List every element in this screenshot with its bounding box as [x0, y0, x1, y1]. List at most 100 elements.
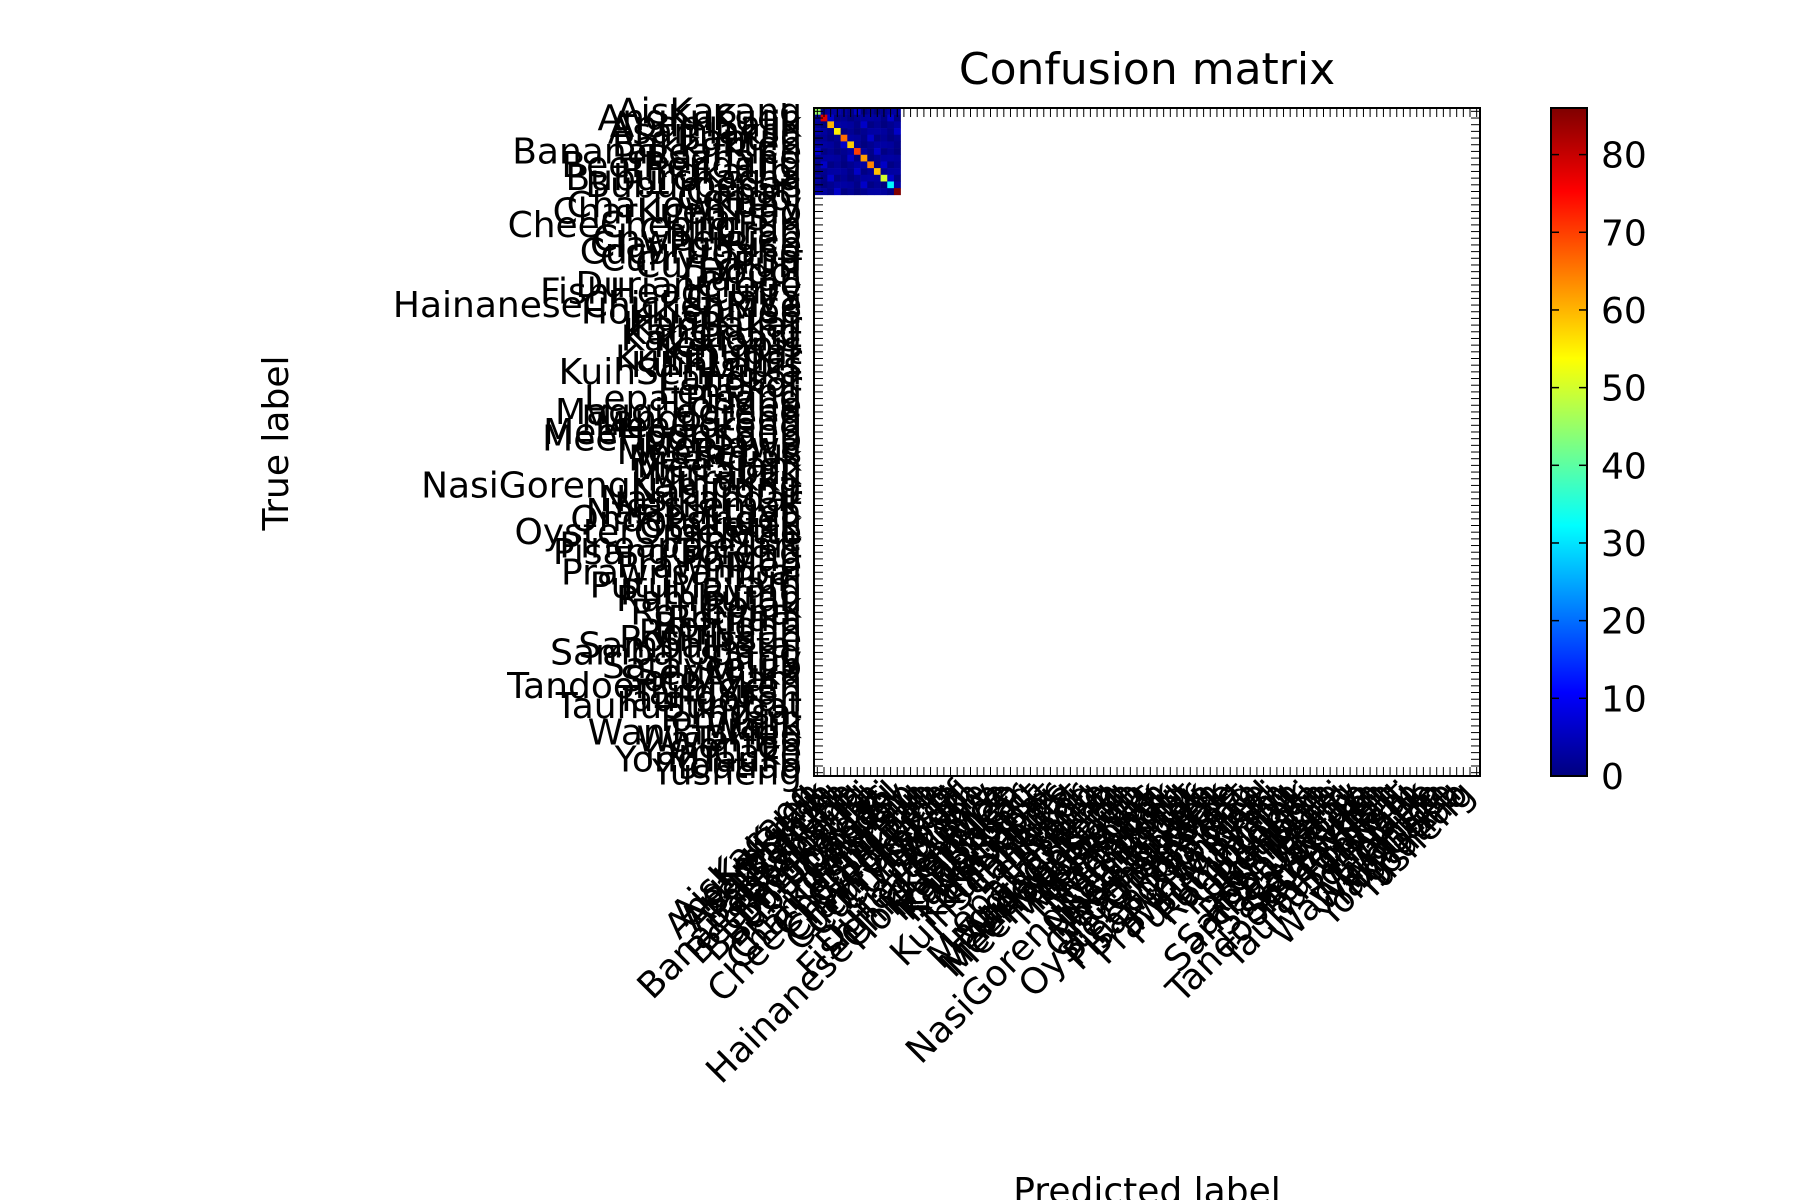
- heatmap-cell: [833, 174, 841, 182]
- y-tick-label: MeeRebus: [617, 432, 802, 473]
- heatmap-cell: [880, 154, 888, 162]
- y-tick-label: SotoAyam: [620, 659, 802, 700]
- heatmap-cell: [880, 128, 888, 136]
- colorbar-tick-label: 10: [1601, 679, 1647, 720]
- y-tick-label: Buburpedas: [585, 165, 802, 206]
- heatmap-cell: [820, 161, 828, 169]
- heatmap-cell: [893, 128, 901, 136]
- heatmap-cell: [820, 121, 828, 129]
- heatmap-cell: [840, 168, 848, 176]
- y-tick-label: BingkaUbi: [620, 151, 802, 192]
- y-tick-label: CurryPuff: [635, 245, 803, 286]
- y-tick-label: TandooriChicken: [506, 666, 802, 707]
- heatmap-cell: [860, 154, 868, 162]
- heatmap-cell: [827, 154, 835, 162]
- heatmap-cell: [840, 148, 848, 156]
- heatmap-cell: [873, 114, 881, 122]
- heatmap-cell: [847, 121, 855, 129]
- y-tick-label: MeeHoonKueh: [543, 412, 802, 453]
- heatmap-cell: [833, 148, 841, 156]
- heatmap-cell: [833, 188, 841, 196]
- heatmap-cell: [833, 154, 841, 162]
- y-tick-label: MeeGoreng: [595, 405, 802, 446]
- y-tick-label: SeriMuka: [636, 652, 802, 693]
- y-tick-label: Bazhang: [646, 138, 802, 179]
- heatmap-cell: [860, 121, 868, 129]
- y-tick-label: Otakotak: [639, 506, 802, 547]
- heatmap-cell: [853, 154, 861, 162]
- heatmap-cell: [827, 134, 835, 142]
- heatmap-cell: [853, 141, 861, 149]
- y-tick-label: Yusheng: [651, 753, 802, 794]
- heatmap-cell: [827, 121, 835, 129]
- heatmap-cell: [887, 181, 895, 189]
- y-tick-label: PineappleTart: [559, 526, 802, 567]
- heatmap-cell: [827, 128, 835, 136]
- y-tick-label: Thosai: [683, 693, 802, 734]
- heatmap-cell: [853, 134, 861, 142]
- heatmap-cell: [867, 114, 875, 122]
- heatmap-cell: [847, 174, 855, 182]
- heatmap-cell: [827, 168, 835, 176]
- heatmap-cell: [847, 141, 855, 149]
- y-tick-label: PutuMayam: [590, 566, 802, 607]
- y-tick-label: Dodol: [697, 252, 802, 293]
- y-tick-label: Guava: [686, 278, 802, 319]
- heatmap-cell: [840, 188, 848, 196]
- heatmap-cell: [847, 188, 855, 196]
- heatmap-cell: [893, 168, 901, 176]
- y-tick-label: CheeCheongFun: [508, 205, 802, 246]
- axis-ticks: [814, 108, 1480, 776]
- heatmap-cell: [880, 181, 888, 189]
- heatmap-cell: [833, 168, 841, 176]
- y-tick-label: Durian: [682, 258, 802, 299]
- heatmap-cell: [820, 174, 828, 182]
- heatmap-cell: [840, 141, 848, 149]
- heatmap-cell: [887, 121, 895, 129]
- heatmap-cell: [867, 168, 875, 176]
- y-tick-label: WanTanMee: [588, 713, 802, 754]
- y-tick-label: Bakkukteh: [612, 125, 802, 166]
- colorbar-ticks: 0 10 20 30 40 50 60 70 80: [1551, 136, 1647, 798]
- y-tick-label: Buburchacha: [565, 158, 802, 199]
- y-tick-label: NasiGorengKampung: [421, 465, 802, 506]
- heatmap-cell: [893, 181, 901, 189]
- y-tick-label: RotiTissue: [619, 619, 802, 660]
- y-tick-label: Murtabak: [631, 452, 802, 493]
- x-tick-labels: AisKacangAngKuKuehApamBalikAsamlaksaBahu…: [630, 773, 1483, 1092]
- heatmap-cell: [833, 141, 841, 149]
- y-tick-label: Ketupat: [662, 332, 802, 373]
- heatmap-cell: [820, 141, 828, 149]
- heatmap-cell: [860, 141, 868, 149]
- heatmap-cell: [880, 188, 888, 196]
- y-tick-label: HokkienMee: [581, 292, 802, 333]
- y-tick-label: MeeRojak: [628, 439, 802, 480]
- heatmap-cell: [893, 134, 901, 142]
- y-tick-label: Ondehondeh: [570, 499, 802, 540]
- heatmap-cell: [880, 148, 888, 156]
- y-tick-label: ClayPotRice: [590, 225, 802, 266]
- heatmap-cell: [833, 128, 841, 136]
- heatmap-cell: [887, 134, 895, 142]
- y-tick-label: Prawnsambal: [561, 552, 802, 593]
- colorbar-tick-label: 50: [1601, 369, 1647, 410]
- y-tick-label: Bahulu: [677, 118, 802, 159]
- heatmap-cell: [833, 134, 841, 142]
- y-tick-label: Keklapis: [654, 325, 802, 366]
- heatmap-cell: [873, 154, 881, 162]
- heatmap-cell: [840, 134, 848, 142]
- heatmap-cell: [887, 188, 895, 196]
- heatmap-cell: [827, 188, 835, 196]
- heatmap-cell: [847, 181, 855, 189]
- plot-frame: [813, 107, 1481, 777]
- y-tick-label: Chweekueh: [593, 218, 802, 259]
- heatmap-cell: [873, 181, 881, 189]
- heatmap-cell: [820, 188, 828, 196]
- y-tick-label: RotiCanai: [630, 592, 802, 633]
- y-tick-label: TauFooFah: [614, 679, 802, 720]
- heatmap-cell: [833, 181, 841, 189]
- colorbar-tick-label: 80: [1601, 136, 1647, 177]
- y-axis-label: True label: [256, 356, 297, 532]
- heatmap-cell: [820, 181, 828, 189]
